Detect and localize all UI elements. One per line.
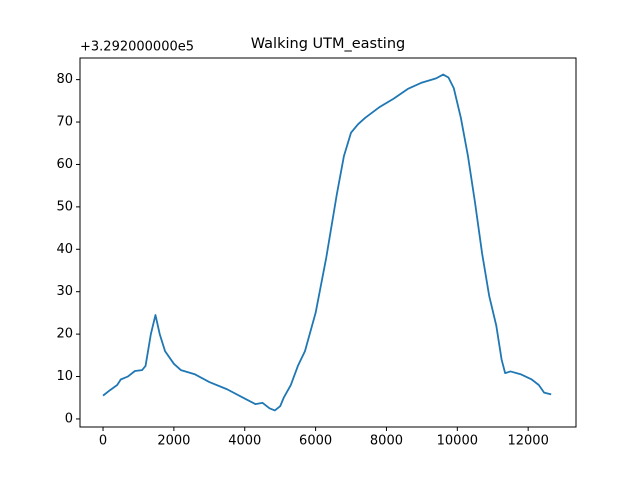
x-tick-label: 4000	[228, 434, 261, 449]
x-tick-label: 12000	[507, 434, 548, 449]
data-line	[102, 73, 552, 412]
x-tick-label: 2000	[157, 434, 190, 449]
y-tick-label: 70	[56, 115, 73, 130]
plot-frame	[79, 57, 577, 428]
y-tick-label: 60	[56, 157, 73, 172]
y-tick-label: 20	[56, 327, 73, 342]
offset-text: +3.292000000e5	[80, 40, 194, 55]
y-tick-label: 80	[56, 72, 73, 87]
x-tick-label: 8000	[370, 434, 403, 449]
x-tick-label: 6000	[299, 434, 332, 449]
x-tick-label: 10000	[437, 434, 478, 449]
y-tick-label: 0	[65, 411, 73, 426]
chart-title: Walking UTM_easting	[251, 36, 405, 52]
y-tick-label: 30	[56, 284, 73, 299]
y-tick-label: 40	[56, 242, 73, 257]
x-tick-label: 0	[99, 434, 107, 449]
y-tick-label: 50	[56, 199, 73, 214]
y-tick-label: 10	[56, 369, 73, 384]
